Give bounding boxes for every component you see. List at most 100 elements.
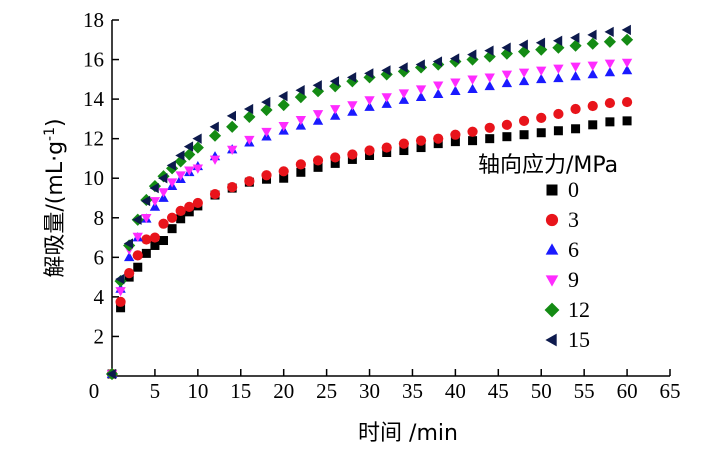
data-point [518,68,530,78]
y-tick-label: 10 [83,166,104,190]
data-point [467,126,478,137]
data-point [571,124,581,134]
legend-label: 0 [568,177,579,202]
data-point [123,238,133,249]
data-point [484,80,495,91]
data-point [621,24,631,36]
data-point [296,167,306,177]
data-point [604,26,614,38]
x-tick-label: 50 [531,379,552,403]
data-point [621,33,634,46]
x-tick-label: 10 [187,379,208,403]
legend-marker [544,302,560,318]
data-point [261,96,271,108]
x-tick-label: 45 [488,379,509,403]
data-point [432,56,443,67]
legend: 轴向应力/MPa 0 3 6 9 12 15 [478,153,618,352]
data-point [381,65,391,76]
data-point [450,78,461,88]
data-point [518,39,528,50]
data-point [484,45,494,56]
data-point [347,106,358,116]
y-axis-title-main: 解吸量/(mL·g [43,141,68,278]
data-point [158,188,169,198]
data-point [149,197,161,207]
data-point [244,135,255,146]
x-tick-label: 25 [316,379,337,403]
legend-label: 3 [568,207,579,232]
y-tick-label: 2 [94,324,105,348]
legend-marker [545,275,559,287]
data-point [500,47,513,60]
x-axis-title: 时间 /min [358,421,458,446]
legend-items: 0 3 6 9 12 15 [544,177,590,352]
data-point [604,67,616,77]
y-tick-label: 14 [83,87,105,111]
data-point [484,122,495,133]
data-point [364,68,374,79]
data-point [467,83,478,94]
data-point [381,98,392,108]
data-point [166,212,178,223]
data-point [570,62,581,72]
data-point [261,127,272,138]
series-9 [106,58,633,380]
data-point [536,128,546,138]
data-point [364,145,375,156]
x-tick-label: 20 [273,379,294,403]
svg-text:解吸量/(mL·g-1): 解吸量/(mL·g-1) [42,118,68,277]
data-point [158,173,168,184]
data-point [587,29,597,41]
data-point [569,39,582,52]
data-point [312,110,324,120]
data-point [141,234,152,245]
data-point [243,103,254,115]
data-markers [105,24,634,381]
data-point [227,145,238,155]
data-point [381,93,392,103]
data-point [150,240,160,250]
series-15 [106,24,631,380]
data-point [604,97,616,109]
data-point [553,126,563,136]
data-point [175,205,186,216]
data-point [313,162,323,172]
data-point [501,70,513,80]
y-tick-label: 18 [83,8,104,32]
x-tick-label: 5 [150,379,161,403]
y-axis-title-superscript: -1 [42,127,58,141]
data-point [330,105,341,115]
data-point [244,176,255,187]
data-point [450,137,460,147]
y-tick-label: 16 [83,48,104,72]
data-point [243,110,256,123]
data-point [467,49,477,60]
data-point [347,101,358,111]
data-point [141,248,151,258]
x-tick-label: 35 [402,379,423,403]
data-point [518,115,530,126]
x-tick-label: 55 [574,379,595,403]
data-point [485,134,495,144]
data-point [115,273,125,285]
data-point [158,218,169,229]
data-point [467,75,478,85]
data-point [535,37,546,48]
data-point [192,133,202,144]
data-point [553,35,563,46]
data-point [604,59,616,69]
data-point [192,164,204,174]
legend-marker [545,213,559,227]
data-point [364,101,375,111]
data-point [184,201,195,212]
data-point [381,142,392,153]
data-point [449,53,460,64]
data-point [176,214,186,224]
data-point [191,141,204,154]
data-point [450,129,461,140]
data-point [260,103,273,117]
data-point [183,148,196,161]
y-axis-title-end: ) [43,118,68,127]
